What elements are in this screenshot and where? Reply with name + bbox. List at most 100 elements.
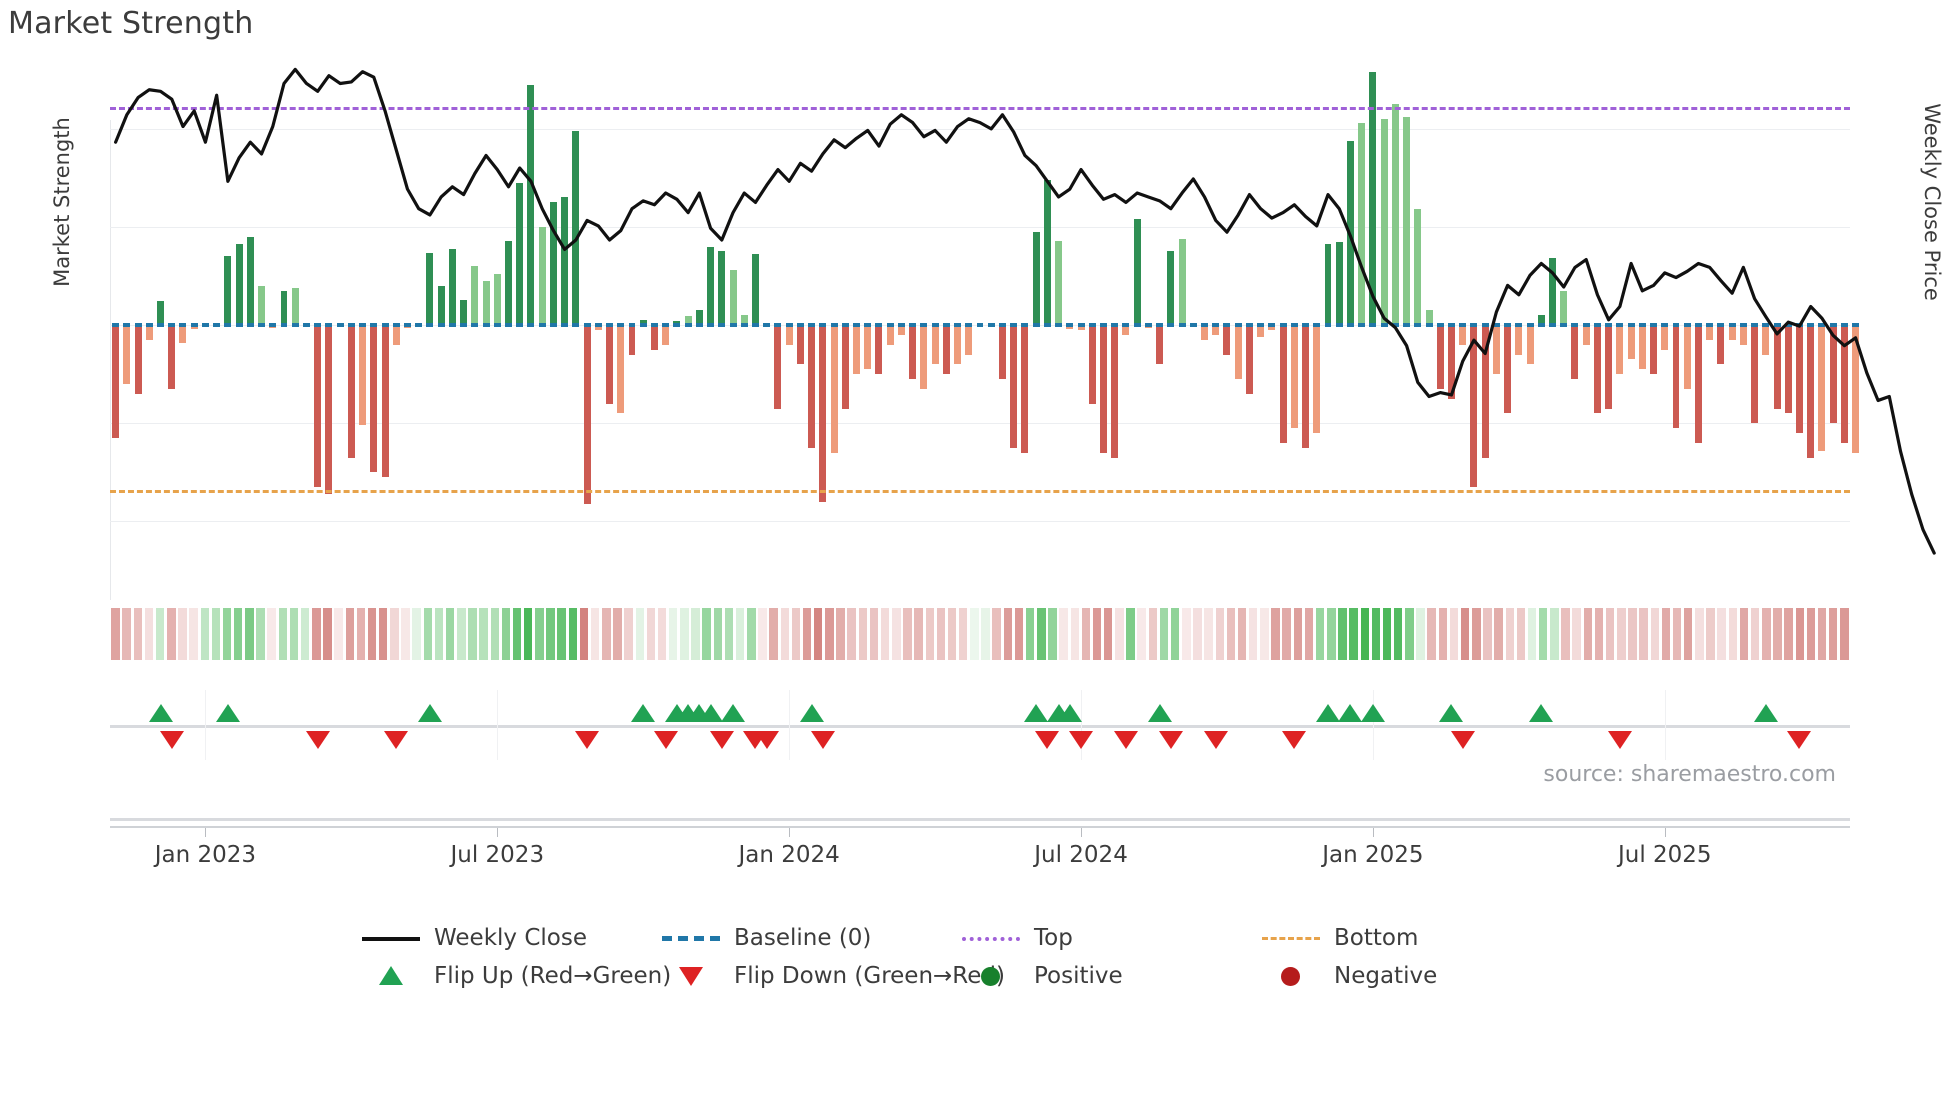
strength-bar: [538, 226, 546, 326]
legend-item-flip-up[interactable]: Flip Up (Red→Green): [360, 963, 671, 989]
baseline-segment: [1818, 323, 1826, 328]
strength-bar: [808, 325, 816, 448]
flip-up-marker: [631, 704, 656, 722]
baseline-segment: [1605, 323, 1613, 328]
legend-item-bottom[interactable]: Bottom: [1260, 925, 1418, 951]
baseline-segment: [639, 323, 647, 328]
baseline-segment: [1223, 323, 1231, 328]
baseline-segment: [1560, 323, 1568, 328]
heat-cell: [1650, 608, 1660, 660]
strength-bar: [359, 325, 367, 426]
flip-marker-panel: [110, 690, 1850, 760]
heat-cell: [1249, 608, 1258, 660]
baseline-segment: [1122, 323, 1130, 328]
x-gridline: [497, 690, 499, 760]
circle-icon: [1260, 964, 1322, 988]
heat-cell: [211, 608, 221, 660]
heat-cell: [1170, 608, 1180, 660]
heat-cell: [445, 608, 455, 660]
legend-item-weekly-close[interactable]: Weekly Close: [360, 925, 587, 951]
flip-down-marker: [1607, 731, 1632, 749]
baseline-segment: [1335, 323, 1343, 328]
strength-bar: [1178, 238, 1186, 326]
legend-item-flip-down[interactable]: Flip Down (Green→Red): [660, 963, 1005, 989]
line-icon: [360, 926, 422, 950]
baseline-segment: [235, 323, 243, 328]
x-gridline: [789, 690, 791, 760]
baseline-segment: [1448, 323, 1455, 328]
baseline-segment: [1784, 323, 1792, 328]
baseline-segment: [864, 323, 872, 328]
strength-bar: [1167, 251, 1175, 326]
baseline-segment: [695, 323, 703, 328]
plot-left-spine: [110, 120, 111, 600]
strength-bar: [830, 325, 838, 453]
flip-up-marker: [721, 704, 746, 722]
heat-cell: [568, 608, 578, 660]
legend-item-top[interactable]: Top: [960, 925, 1073, 951]
heat-cell: [669, 608, 678, 660]
baseline-segment: [336, 323, 344, 328]
heat-cell: [1349, 608, 1358, 660]
baseline-segment: [841, 323, 849, 328]
source-attribution: source: sharemaestro.com: [1543, 762, 1836, 787]
main-plot-area: 20100−10−20 14.0013.0012.0011.0010.009.0…: [110, 60, 1936, 600]
baseline-segment: [1694, 323, 1702, 328]
baseline-segment: [752, 323, 759, 328]
heat-cell: [1628, 608, 1637, 660]
baseline-segment: [729, 323, 737, 328]
strength-bar: [886, 325, 894, 345]
heat-cell: [624, 608, 633, 660]
baseline-segment: [1840, 323, 1848, 328]
strength-bar: [1638, 325, 1646, 370]
heat-cell: [1684, 608, 1693, 660]
heat-cell: [1829, 608, 1838, 660]
flip-down-marker: [159, 731, 184, 749]
baseline-segment: [707, 323, 715, 328]
strength-bar: [650, 325, 658, 350]
strength-bar: [1313, 325, 1321, 434]
heat-cell: [579, 608, 589, 660]
x-gridline: [1081, 690, 1083, 760]
flip-up-marker: [1338, 704, 1363, 722]
heat-cell: [1717, 608, 1726, 660]
legend-item-baseline[interactable]: Baseline (0): [660, 925, 871, 951]
heat-cell: [1572, 608, 1581, 660]
baseline-segment: [1257, 323, 1265, 328]
strength-bar: [1055, 240, 1063, 326]
strength-bar: [1650, 325, 1658, 375]
heat-cell: [724, 608, 734, 660]
legend-item-positive[interactable]: Positive: [960, 963, 1123, 989]
legend-item-negative[interactable]: Negative: [1260, 963, 1437, 989]
heat-cell: [1840, 608, 1849, 660]
baseline-segment: [347, 323, 355, 328]
baseline-segment: [1661, 323, 1669, 328]
legend-label: Top: [1034, 925, 1073, 951]
strength-bar: [1279, 325, 1287, 443]
strength-bar: [1717, 325, 1725, 365]
strength-bar: [325, 325, 333, 494]
flip-down-marker: [1203, 731, 1228, 749]
strength-bar: [460, 299, 468, 326]
baseline-segment: [1066, 323, 1074, 328]
strength-bar: [1818, 325, 1826, 451]
strength-bar: [1257, 325, 1265, 337]
strength-bar: [695, 310, 703, 326]
strength-bar: [662, 325, 670, 345]
strength-bar: [1100, 325, 1107, 453]
x-tick-mark: [1664, 828, 1666, 837]
baseline-segment: [493, 323, 501, 328]
strength-bar: [1661, 325, 1669, 350]
strength-bar: [1021, 325, 1029, 453]
strength-bar: [628, 325, 636, 355]
baseline-segment: [965, 323, 973, 328]
x-gridline: [205, 690, 207, 760]
heat-cell: [122, 608, 131, 660]
baseline-segment: [1167, 323, 1175, 328]
baseline-segment: [875, 323, 883, 328]
flip-up-marker: [417, 704, 442, 722]
baseline-segment: [1728, 323, 1736, 328]
strength-bar: [1088, 325, 1096, 404]
baseline-segment: [1077, 323, 1085, 328]
flip-down-marker: [1069, 731, 1094, 749]
